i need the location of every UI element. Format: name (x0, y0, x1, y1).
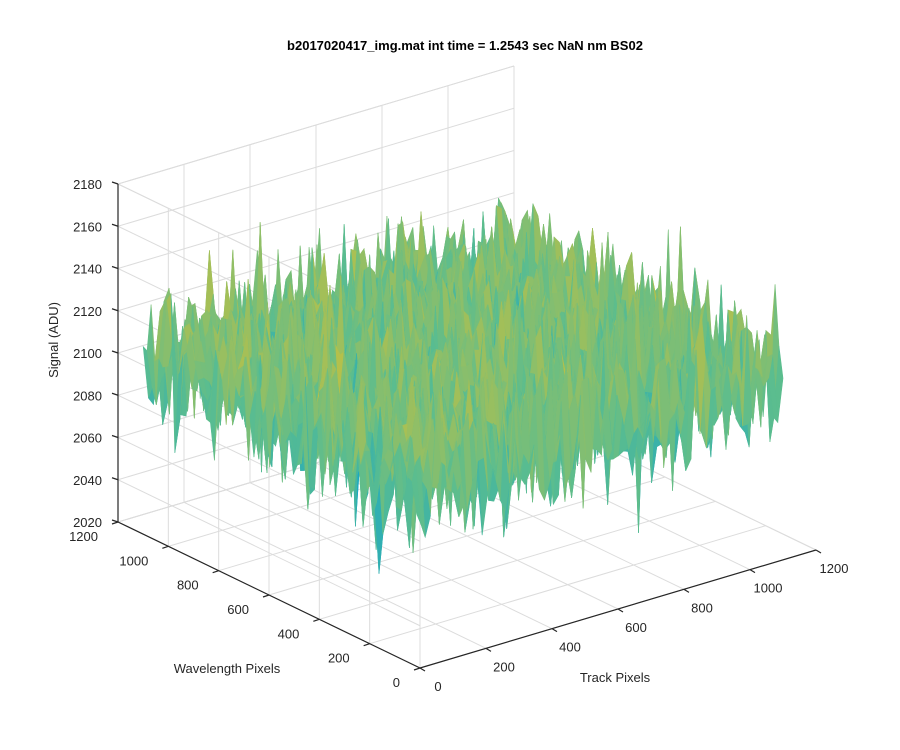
side-wall-gridline-z (117, 394, 421, 542)
y-tick-label: 800 (177, 578, 199, 593)
x-tick-label: 0 (434, 679, 441, 694)
x-tick-label: 200 (493, 659, 515, 674)
y-tick-label: 0 (393, 675, 400, 690)
z-tick-mark (111, 519, 119, 523)
y-tick-mark (162, 545, 169, 549)
y-tick-mark (413, 667, 421, 671)
side-wall-gridline-z (117, 437, 421, 584)
x-tick-mark (749, 569, 756, 574)
z-tick-mark (111, 350, 119, 354)
z-tick-mark (111, 181, 119, 185)
x-tick-mark (485, 647, 492, 652)
z-tick-label: 2040 (73, 473, 102, 488)
box-edge (117, 65, 515, 185)
floor-gridline-y (319, 500, 716, 620)
y-tick-mark (262, 594, 270, 598)
y-tick-mark (212, 570, 219, 574)
x-tick-label: 1200 (820, 561, 849, 576)
back-wall-gridline-z (117, 107, 515, 227)
floor-gridline-y (369, 525, 766, 645)
y-tick-label: 600 (227, 602, 249, 617)
z-tick-mark (111, 308, 119, 312)
y-tick-mark (363, 643, 370, 647)
x-tick-mark (815, 549, 822, 554)
x-tick-mark (551, 628, 558, 633)
z-tick-mark (111, 392, 119, 396)
y-tick-label: 1000 (119, 553, 148, 568)
z-tick-label: 2060 (73, 431, 102, 446)
z-tick-mark (111, 265, 119, 270)
x-tick-mark (683, 588, 690, 593)
z-tick-mark (111, 477, 119, 481)
back-wall-gridline-z (117, 192, 515, 312)
chart-title: b2017020417_img.mat int time = 1.2543 se… (287, 38, 643, 53)
side-wall-gridline-z (117, 479, 421, 627)
x-tick-label: 600 (625, 620, 647, 635)
x-tick-label: 1000 (754, 581, 783, 596)
surface-plot (142, 198, 784, 574)
z-tick-mark (111, 223, 119, 227)
y-tick-label: 400 (278, 626, 300, 641)
y-tick-label: 1200 (69, 529, 98, 544)
x-tick-label: 800 (691, 600, 713, 615)
x-tick-mark (419, 667, 426, 672)
z-tick-label: 2020 (73, 515, 102, 530)
z-tick-mark (111, 434, 119, 439)
y-tick-mark (313, 618, 320, 622)
back-wall-gridline-z (117, 150, 515, 269)
x-tick-label: 400 (559, 640, 581, 655)
floor-gridline-y (268, 476, 666, 596)
y-tick-label: 200 (328, 651, 350, 666)
x-tick-mark (617, 608, 624, 613)
